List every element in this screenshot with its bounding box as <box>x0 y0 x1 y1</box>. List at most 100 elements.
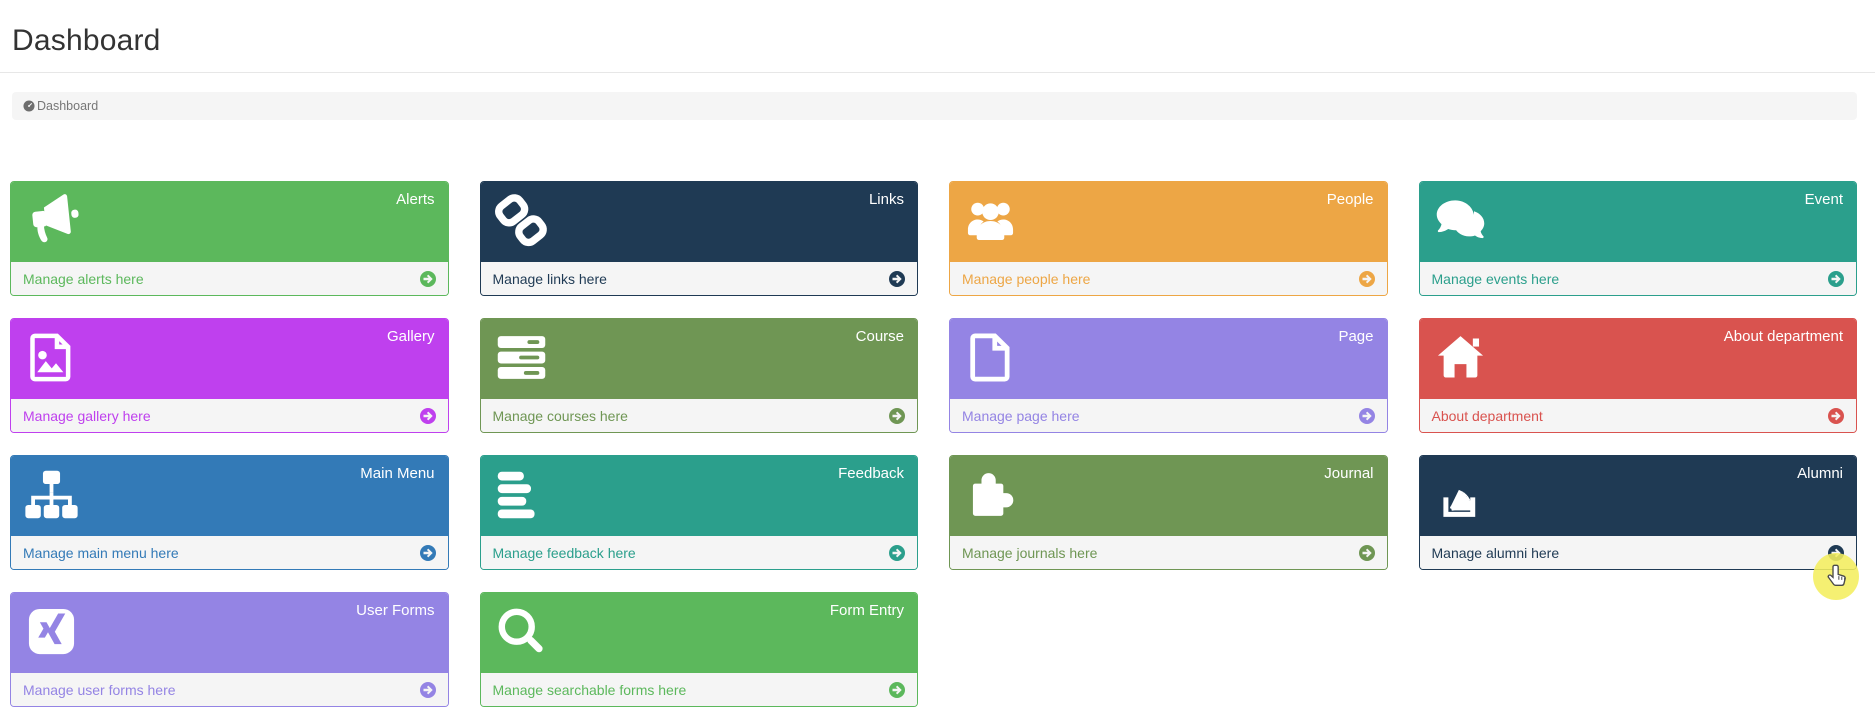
tile-user-forms-footer-link[interactable]: Manage user forms here <box>11 673 448 706</box>
tile-alumni: Alumni Manage alumni here <box>1418 455 1857 570</box>
tile-links-footer-link[interactable]: Manage links here <box>480 262 917 295</box>
tile-title: Event <box>1804 191 1843 208</box>
tile-footer-label: Manage page here <box>962 407 1080 424</box>
tile-form-entry: Form Entry Manage searchable forms here <box>479 592 918 707</box>
tile-about-department-header: About department <box>1419 319 1856 399</box>
arrow-circle-right-icon <box>889 544 905 561</box>
tile-title: About department <box>1723 328 1843 345</box>
arrow-circle-right-icon <box>1358 407 1375 424</box>
tile-event-header: Event <box>1419 182 1856 262</box>
tile-people-footer-link[interactable]: Manage people here <box>950 262 1387 295</box>
tile-title: Form Entry <box>829 602 904 619</box>
tile-event: Event Manage events here <box>1418 181 1857 296</box>
tasks-icon <box>493 329 550 386</box>
search-icon <box>493 603 550 660</box>
tile-form-entry-footer-link[interactable]: Manage searchable forms here <box>480 673 917 706</box>
tile-footer-label: Manage courses here <box>492 407 628 424</box>
tile-title: People <box>1326 191 1374 208</box>
arrow-circle-right-icon <box>1358 270 1375 287</box>
tile-title: Main Menu <box>360 465 435 482</box>
tile-gallery: Gallery Manage gallery here <box>10 318 449 433</box>
tile-user-forms-header: User Forms <box>11 593 448 673</box>
tile-footer-label: Manage people here <box>962 270 1091 287</box>
puzzle-piece-icon <box>962 466 1019 523</box>
tile-main-menu-footer-link[interactable]: Manage main menu here <box>11 536 448 569</box>
tile-form-entry-header: Form Entry <box>480 593 917 673</box>
arrow-circle-right-icon <box>1358 544 1375 561</box>
tile-footer-label: Manage searchable forms here <box>492 681 687 698</box>
home-icon <box>1432 329 1489 386</box>
tile-footer-label: Manage main menu here <box>23 544 179 561</box>
tile-journal-footer-link[interactable]: Manage journals here <box>950 536 1387 569</box>
tile-title: Page <box>1338 328 1374 345</box>
tile-main-menu: Main Menu Manage main menu here <box>10 455 449 570</box>
tile-links-header: Links <box>480 182 917 262</box>
comments-icon <box>1432 192 1489 249</box>
stack-overflow-icon <box>1432 466 1489 523</box>
chain-link-icon <box>493 192 550 249</box>
bullhorn-icon <box>23 192 80 249</box>
arrow-circle-right-icon <box>419 681 436 698</box>
sitemap-icon <box>23 466 80 523</box>
tile-feedback-header: Feedback <box>480 456 917 536</box>
tile-footer-label: Manage alerts here <box>23 270 144 287</box>
tile-people: People Manage people here <box>949 181 1388 296</box>
align-left-icon <box>493 466 550 523</box>
tile-title: Gallery <box>386 328 435 345</box>
tile-course-header: Course <box>480 319 917 399</box>
page-title: Dashboard <box>12 24 161 57</box>
tile-page-footer-link[interactable]: Manage page here <box>950 399 1387 432</box>
tile-links: Links Manage links here <box>479 181 918 296</box>
tile-footer-label: Manage journals here <box>962 544 1098 561</box>
arrow-circle-right-icon <box>889 407 905 424</box>
tile-page-header: Page <box>950 319 1387 399</box>
tile-alerts: Alerts Manage alerts here <box>10 181 449 296</box>
tile-alumni-footer-link[interactable]: Manage alumni here <box>1419 536 1856 569</box>
tile-feedback-footer-link[interactable]: Manage feedback here <box>480 536 917 569</box>
tile-journal: Journal Manage journals here <box>949 455 1388 570</box>
tile-course: Course Manage courses here <box>479 318 918 433</box>
tile-gallery-footer-link[interactable]: Manage gallery here <box>11 399 448 432</box>
arrow-circle-right-icon <box>1828 270 1844 287</box>
tile-footer-label: About department <box>1431 407 1543 424</box>
arrow-circle-right-icon <box>889 681 905 698</box>
tile-alumni-header: Alumni <box>1419 456 1856 536</box>
tile-footer-label: Manage links here <box>492 270 607 287</box>
tile-title: User Forms <box>356 602 435 619</box>
dashboard-tiles-grid: Alerts Manage alerts here Links Manage l… <box>0 181 1875 707</box>
file-icon <box>962 329 1019 386</box>
arrow-circle-right-icon <box>1828 544 1844 561</box>
tile-alerts-footer-link[interactable]: Manage alerts here <box>11 262 448 295</box>
page-header: Dashboard <box>0 0 1875 73</box>
image-file-icon <box>23 329 80 386</box>
tile-course-footer-link[interactable]: Manage courses here <box>480 399 917 432</box>
tile-gallery-header: Gallery <box>11 319 448 399</box>
tile-footer-label: Manage feedback here <box>492 544 636 561</box>
tile-footer-label: Manage user forms here <box>23 681 176 698</box>
arrow-circle-right-icon <box>419 544 436 561</box>
users-icon <box>962 192 1019 249</box>
arrow-circle-right-icon <box>889 270 905 287</box>
breadcrumb[interactable]: Dashboard <box>12 92 1857 120</box>
tile-user-forms: User Forms Manage user forms here <box>10 592 449 707</box>
tile-title: Links <box>868 191 904 208</box>
arrow-circle-right-icon <box>1828 407 1844 424</box>
tile-about-department-footer-link[interactable]: About department <box>1419 399 1856 432</box>
arrow-circle-right-icon <box>419 270 436 287</box>
xing-icon <box>23 603 80 660</box>
tile-page: Page Manage page here <box>949 318 1388 433</box>
tile-feedback: Feedback Manage feedback here <box>479 455 918 570</box>
tile-footer-label: Manage gallery here <box>23 407 151 424</box>
tile-title: Journal <box>1324 465 1374 482</box>
tile-event-footer-link[interactable]: Manage events here <box>1419 262 1856 295</box>
tile-journal-header: Journal <box>950 456 1387 536</box>
tile-people-header: People <box>950 182 1387 262</box>
tile-title: Alerts <box>396 191 435 208</box>
tile-title: Alumni <box>1797 465 1843 482</box>
tile-title: Feedback <box>838 465 904 482</box>
tile-footer-label: Manage events here <box>1431 270 1560 287</box>
tile-footer-label: Manage alumni here <box>1431 544 1560 561</box>
dashboard-gauge-icon <box>22 99 36 113</box>
tile-title: Course <box>855 328 904 345</box>
breadcrumb-item-dashboard: Dashboard <box>37 99 99 113</box>
